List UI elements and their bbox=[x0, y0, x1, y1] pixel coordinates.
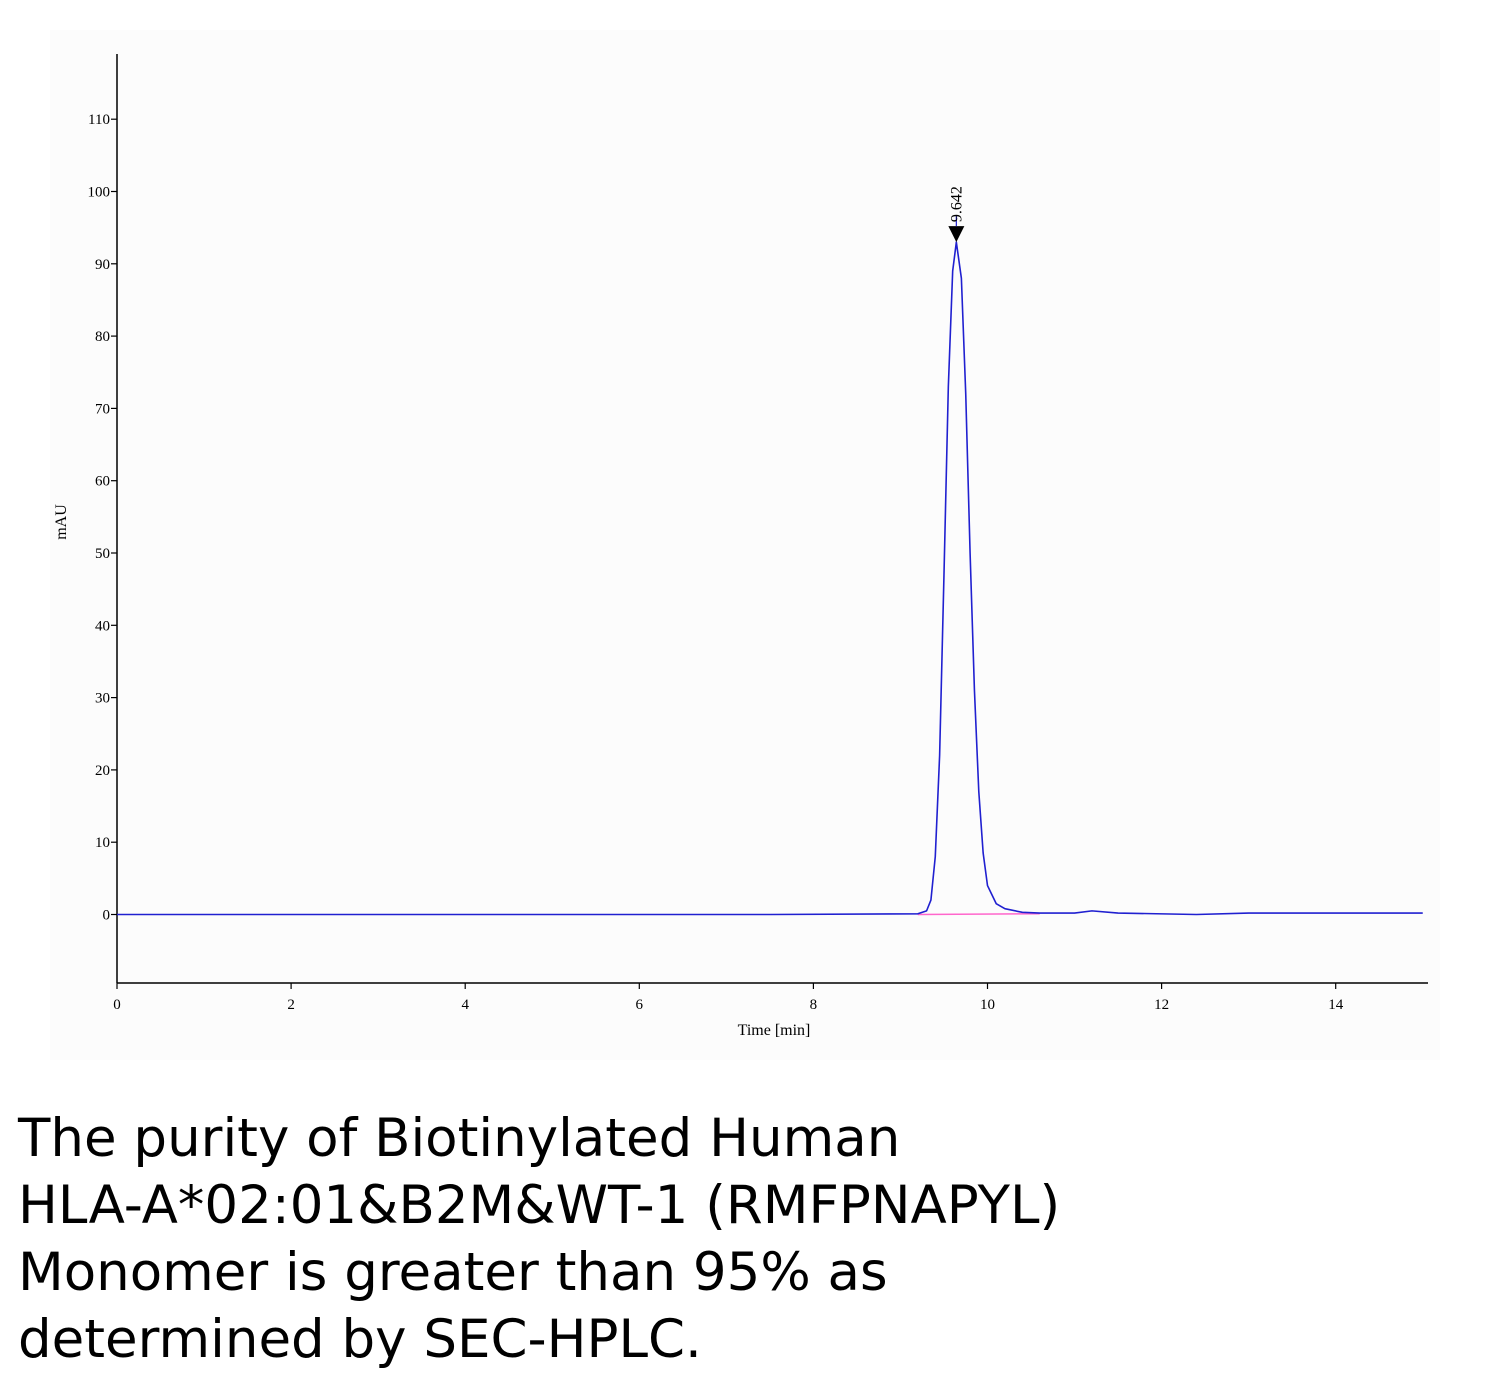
y-tick-label: 60 bbox=[95, 474, 110, 490]
chart-panel: 0 10 20 30 40 50 60 70 80 90 100 110 0 2 4 6 8 10 12 14 9.6… bbox=[50, 30, 1440, 1060]
y-tick-label: 20 bbox=[95, 763, 110, 779]
caption-line: The purity of Biotinylated Human bbox=[18, 1108, 901, 1169]
x-tick-label: 10 bbox=[980, 997, 995, 1013]
caption-line: Monomer is greater than 95% as bbox=[18, 1242, 888, 1303]
series bbox=[117, 241, 1423, 916]
x-tick-label: 12 bbox=[1154, 997, 1169, 1013]
caption: The purity of Biotinylated Human HLA-A*0… bbox=[18, 1105, 1478, 1373]
y-tick-label: 10 bbox=[95, 835, 110, 851]
annotations: 9.642 bbox=[948, 186, 965, 243]
chromatogram-series-line bbox=[117, 241, 1423, 916]
y-tick-label: 90 bbox=[95, 257, 110, 273]
peak-label: 9.642 bbox=[948, 186, 965, 222]
y-tick-label: 40 bbox=[95, 618, 110, 634]
baseline-series-line bbox=[917, 913, 1040, 916]
caption-line: determined by SEC-HPLC. bbox=[18, 1309, 702, 1370]
caption-line: HLA-A*02:01&B2M&WT-1 (RMFPNAPYL) bbox=[18, 1175, 1061, 1236]
ticks: 0 10 20 30 40 50 60 70 80 90 100 110 0 2 4 6 8 10 12 14 bbox=[88, 112, 1344, 1013]
x-tick-label: 0 bbox=[113, 997, 121, 1013]
x-tick-label: 2 bbox=[287, 997, 295, 1013]
y-tick-label: 80 bbox=[95, 329, 110, 345]
y-tick-label: 110 bbox=[88, 112, 110, 128]
y-tick-label: 70 bbox=[95, 401, 110, 417]
x-axis-label: Time [min] bbox=[738, 1022, 811, 1039]
x-tick-label: 4 bbox=[461, 997, 469, 1013]
x-tick-label: 8 bbox=[810, 997, 818, 1013]
chromatogram-chart: 0 10 20 30 40 50 60 70 80 90 100 110 0 2 4 6 8 10 12 14 9.6… bbox=[53, 54, 1428, 1039]
y-axis-label: mAU bbox=[53, 504, 70, 540]
axes bbox=[116, 54, 1428, 984]
peak-marker bbox=[948, 226, 965, 243]
x-tick-label: 14 bbox=[1328, 997, 1344, 1013]
y-tick-label: 100 bbox=[88, 185, 111, 201]
x-tick-label: 6 bbox=[636, 997, 644, 1013]
y-tick-label: 30 bbox=[95, 691, 110, 707]
y-tick-label: 50 bbox=[95, 546, 110, 562]
y-tick-label: 0 bbox=[103, 908, 111, 924]
